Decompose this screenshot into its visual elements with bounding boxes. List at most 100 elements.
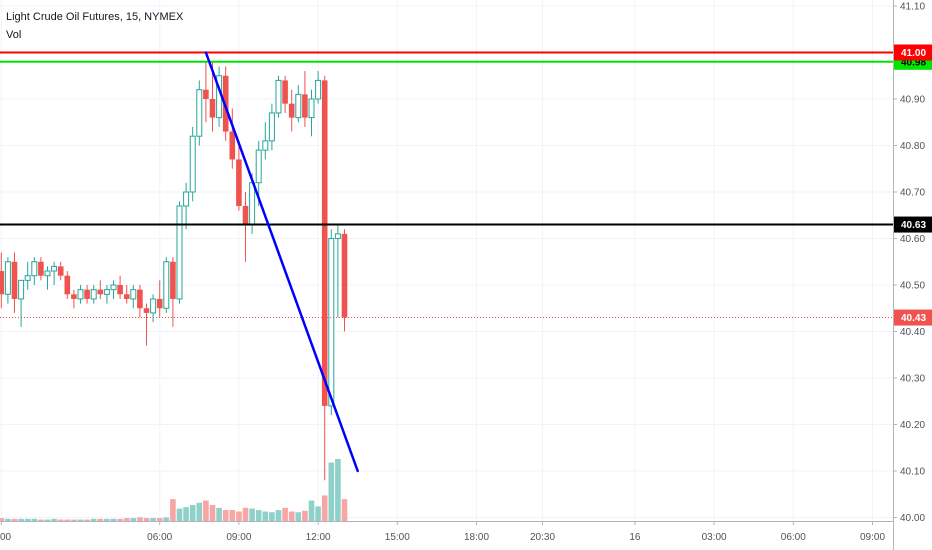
candle-body-up	[268, 112, 275, 142]
candle-body-down	[321, 80, 328, 406]
volume-indicator-label[interactable]: Vol	[6, 29, 22, 41]
volume-bar	[104, 518, 110, 521]
candle-body-up	[262, 140, 269, 151]
y-tick-label: 40.90	[900, 95, 925, 106]
candle-body-down	[236, 159, 242, 206]
volume-bar	[203, 500, 209, 521]
candle-body-down	[38, 261, 44, 276]
volume-bar	[44, 519, 51, 521]
symbol-title[interactable]: Light Crude Oil Futures, 15, NYMEX	[6, 11, 184, 23]
volume-bar	[295, 512, 302, 521]
x-tick-label: 12:00	[306, 532, 331, 543]
volume-bar	[335, 458, 341, 521]
y-tick-label: 40.10	[900, 467, 925, 478]
volume-bar	[183, 507, 189, 521]
candle-body-down	[64, 275, 71, 295]
candle-body-down	[170, 261, 176, 299]
volume-bar	[64, 519, 71, 521]
volume-bar	[5, 518, 11, 521]
volume-bar	[51, 518, 57, 521]
candle-body-down	[84, 289, 90, 299]
x-tick-label: 15:00	[385, 532, 410, 543]
candle-body-up	[51, 265, 58, 272]
volume-bar	[288, 511, 295, 521]
candle-body-up	[196, 89, 203, 137]
price-axis-background	[893, 0, 932, 550]
y-tick-label: 40.70	[900, 188, 925, 199]
candle-body-up	[315, 79, 322, 100]
candle-body-up	[18, 279, 25, 300]
candle-body-down	[97, 289, 104, 295]
x-tick-label: 16	[629, 532, 641, 543]
green-line-tag-label: 40.98	[901, 57, 926, 68]
x-tick-label: 18:00	[464, 532, 489, 543]
candle-body-down	[117, 285, 123, 295]
volume-bar	[97, 518, 104, 521]
volume-bar	[189, 504, 196, 521]
volume-bar	[163, 517, 170, 521]
y-tick-label: 40.60	[900, 234, 925, 245]
volume-bar	[84, 519, 90, 521]
candle-body-down	[302, 94, 308, 118]
x-tick-label: 06:00	[147, 532, 172, 543]
volume-bar	[130, 518, 137, 521]
candle-body-up	[24, 275, 31, 281]
volume-bar	[18, 518, 24, 521]
candle-body-up	[176, 205, 183, 300]
y-tick-label: 40.30	[900, 374, 925, 385]
candle-body-up	[308, 98, 315, 119]
volume-bar	[90, 518, 97, 521]
volume-bar	[249, 508, 255, 521]
volume-bar	[282, 507, 288, 521]
volume-bar	[38, 519, 44, 521]
volume-bar	[156, 518, 163, 521]
volume-bar	[236, 511, 242, 521]
volume-bar	[209, 504, 216, 521]
volume-bar	[216, 507, 222, 521]
time-axis-background	[0, 521, 893, 550]
candle-body-up	[31, 261, 38, 277]
last-price-tag-bg	[894, 309, 932, 326]
volume-bar	[77, 519, 84, 521]
candle-body-up	[163, 261, 170, 309]
candle-body-down	[156, 298, 163, 309]
volume-bar	[196, 502, 203, 521]
volume-bar	[11, 518, 18, 521]
candle-body-down	[288, 103, 295, 118]
volume-bar	[57, 519, 64, 521]
volume-bar	[110, 518, 117, 521]
volume-bar	[71, 519, 77, 521]
candle-body-up	[44, 270, 51, 277]
candle-body-down	[341, 233, 348, 318]
volume-bar	[143, 518, 150, 521]
volume-bar	[275, 510, 282, 521]
candle-body-up	[189, 135, 196, 193]
candle-body-up	[249, 182, 256, 226]
y-tick-label: 40.50	[900, 281, 925, 292]
candle-body-down	[71, 294, 77, 299]
x-tick-label: 06:00	[781, 532, 806, 543]
volume-bar	[137, 517, 143, 521]
candle-body-down	[242, 205, 249, 225]
candle-body-down	[143, 308, 150, 313]
candle-body-up	[130, 289, 137, 300]
candle-body-up	[328, 238, 335, 407]
candle-body-up	[255, 149, 262, 184]
candle-body-down	[203, 89, 209, 99]
y-tick-label: 40.40	[900, 327, 925, 338]
volume-bar	[302, 510, 308, 521]
candle-body-down	[137, 289, 143, 309]
candle-body-down	[209, 99, 216, 118]
y-tick-label: 41.10	[900, 2, 925, 13]
candle-body-up	[183, 191, 190, 207]
x-tick-label: 03:00	[702, 532, 727, 543]
candle-body-up	[103, 289, 110, 295]
candle-body-up	[295, 93, 302, 119]
volume-bar	[242, 507, 249, 521]
trend-line[interactable]	[204, 51, 359, 473]
volume-bar	[123, 518, 130, 521]
volume-bar	[269, 512, 275, 521]
volume-bar	[328, 462, 335, 521]
